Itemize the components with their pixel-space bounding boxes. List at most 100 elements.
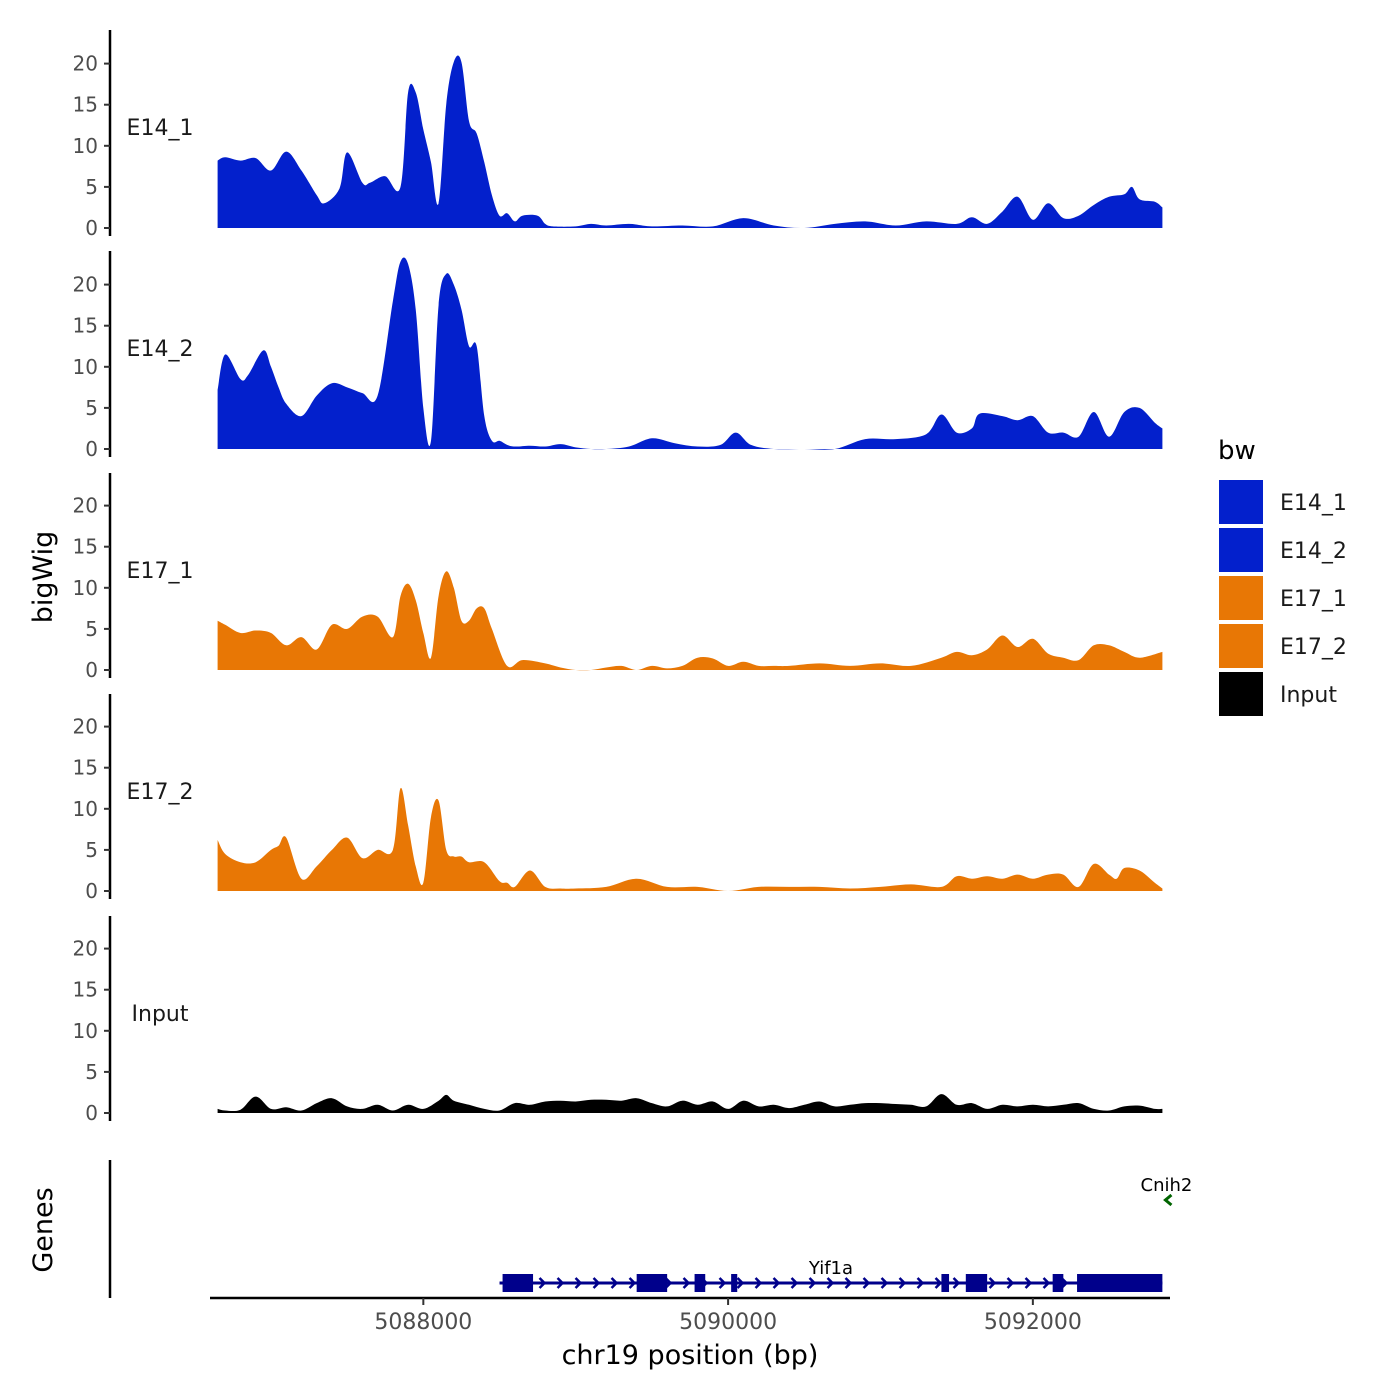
strand-arrow: [880, 1277, 889, 1289]
y-axis-title-bigwig: bigWig: [28, 531, 59, 624]
strand-arrow: [772, 1277, 781, 1289]
track-label: Input: [132, 1002, 189, 1027]
y-tick-label: 5: [85, 1060, 98, 1084]
legend-item-e14-2: E14_2: [1219, 528, 1347, 572]
strand-arrow: [556, 1277, 565, 1289]
strand-arrow: [1024, 1277, 1033, 1289]
track-e14-2: 0 5 10 15 20 E14_2: [73, 251, 1163, 461]
gene-exon: [1052, 1274, 1064, 1292]
y-tick-label: 20: [73, 494, 98, 518]
y-tick-label: 10: [73, 134, 98, 158]
y-tick-label: 10: [73, 797, 98, 821]
legend-label: E17_2: [1280, 635, 1347, 660]
gene-label: Yif1a: [808, 1258, 853, 1279]
strand-arrow: [754, 1277, 763, 1289]
gene-exon: [694, 1274, 706, 1292]
strand-arrow: [664, 1277, 673, 1289]
legend-title: bw: [1218, 436, 1256, 466]
track-e17-2: 0 5 10 15 20 E17_2: [73, 694, 1163, 903]
y-tick-label: 10: [73, 576, 98, 600]
strand-arrow: [628, 1277, 637, 1289]
y-tick-label: 20: [73, 715, 98, 739]
y-tick-label: 15: [73, 978, 98, 1002]
strand-arrow: [610, 1277, 619, 1289]
strand-arrow: [988, 1277, 997, 1289]
strand-arrow: [916, 1277, 925, 1289]
legend-swatch: [1219, 672, 1263, 716]
signal-area-input: [217, 1094, 1163, 1113]
y-tick-label: 5: [85, 396, 98, 420]
strand-arrow: [862, 1277, 871, 1289]
strand-arrow: [934, 1277, 943, 1289]
legend: bw E14_1 E14_2 E17_1 E17_2 Input: [1218, 436, 1347, 716]
strand-arrow: [1042, 1277, 1051, 1289]
y-tick-label: 5: [85, 175, 98, 199]
y-tick-label: 15: [73, 756, 98, 780]
legend-swatch: [1219, 576, 1263, 620]
y-axis-title-genes: Genes: [28, 1187, 59, 1272]
y-tick-label: 0: [85, 216, 98, 240]
legend-item-e14-1: E14_1: [1219, 480, 1347, 524]
strand-arrow: [952, 1277, 961, 1289]
x-tick-label: 5088000: [374, 1310, 472, 1335]
legend-label: E14_1: [1280, 491, 1347, 516]
y-tick-label: 10: [73, 1019, 98, 1043]
y-tick-label: 5: [85, 838, 98, 862]
legend-label: E17_1: [1280, 587, 1347, 612]
y-tick-label: 0: [85, 1101, 98, 1125]
gene-label: Cnih2: [1141, 1175, 1193, 1196]
strand-arrow: [808, 1277, 817, 1289]
y-tick-label: 0: [85, 437, 98, 461]
signal-tracks: 05101520E14_105101520E14_205101520E17_10…: [73, 30, 1163, 1125]
y-tick-label: 0: [85, 658, 98, 682]
track-e14-1: 0 5 10 15 20 E14_1: [73, 30, 1163, 240]
y-tick-label: 20: [73, 52, 98, 76]
x-tick-label: 5090000: [679, 1310, 777, 1335]
legend-item-input: Input: [1219, 672, 1337, 716]
signal-area-e14-1: [217, 55, 1163, 229]
strand-arrow: [682, 1277, 691, 1289]
signal-area-e17-2: [217, 787, 1163, 891]
gene-annotation-track: Yif1a Cnih2: [108, 1160, 1193, 1298]
signal-area-e17-1: [217, 571, 1163, 671]
gene-exon: [965, 1274, 988, 1292]
legend-item-e17-2: E17_2: [1219, 624, 1347, 668]
legend-swatch: [1219, 480, 1263, 524]
x-tick-label: 5092000: [984, 1310, 1082, 1335]
strand-arrow: [826, 1277, 835, 1289]
x-axis-title: chr19 position (bp): [562, 1340, 819, 1371]
track-label: E14_2: [127, 337, 194, 362]
track-label: E17_2: [127, 780, 194, 805]
track-label: E17_1: [127, 559, 194, 584]
signal-area-e14-2: [217, 257, 1163, 450]
strand-arrow: [1163, 1193, 1173, 1207]
legend-label: E14_2: [1280, 539, 1347, 564]
gene-exon: [1077, 1274, 1163, 1292]
gene-exon: [941, 1274, 950, 1292]
gene-yif1a: Yif1a: [499, 1258, 1163, 1292]
legend-item-e17-1: E17_1: [1219, 576, 1347, 620]
strand-arrow: [736, 1277, 745, 1289]
y-tick-label: 15: [73, 314, 98, 338]
strand-arrow: [790, 1277, 799, 1289]
gene-exon: [731, 1274, 738, 1292]
strand-arrow: [1006, 1277, 1015, 1289]
legend-swatch: [1219, 624, 1263, 668]
x-axis: 5088000 5090000 5092000: [210, 1296, 1170, 1335]
y-tick-label: 0: [85, 879, 98, 903]
y-tick-label: 15: [73, 535, 98, 559]
track-label: E14_1: [127, 116, 194, 141]
strand-arrow: [592, 1277, 601, 1289]
y-tick-label: 5: [85, 617, 98, 641]
y-tick-label: 20: [73, 273, 98, 297]
y-tick-label: 20: [73, 937, 98, 961]
y-tick-label: 15: [73, 93, 98, 117]
legend-label: Input: [1280, 683, 1337, 708]
strand-arrow: [718, 1277, 727, 1289]
track-e17-1: 0 5 10 15 20 E17_1: [73, 473, 1163, 682]
gene-cnih2: Cnih2: [1141, 1175, 1193, 1207]
gene-exon: [636, 1274, 668, 1292]
strand-arrow: [844, 1277, 853, 1289]
y-tick-label: 10: [73, 355, 98, 379]
